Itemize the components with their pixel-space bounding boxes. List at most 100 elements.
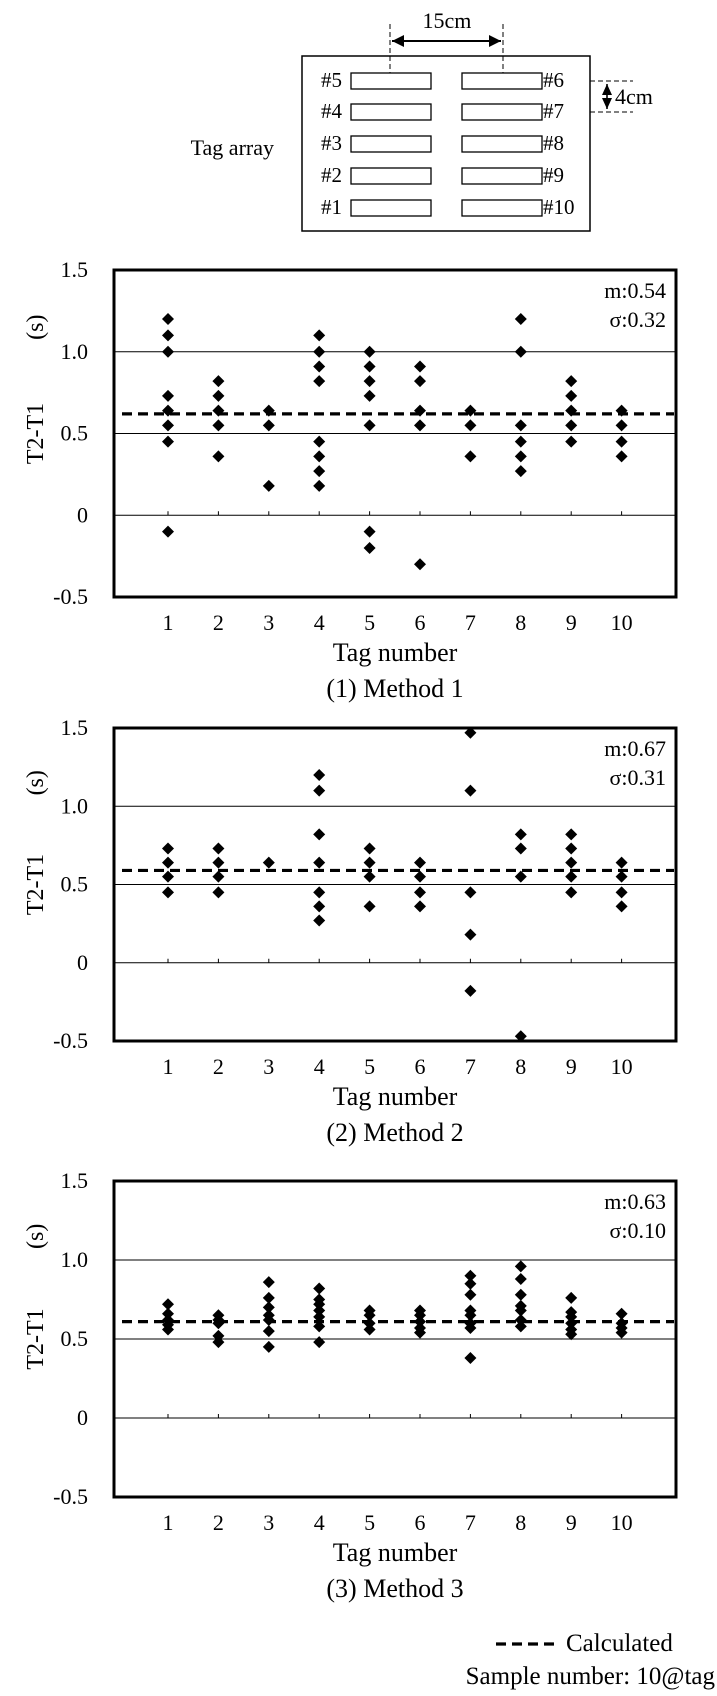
data-point — [313, 1320, 326, 1333]
y-tick-label: 1.5 — [61, 257, 89, 282]
x-tick-label: 1 — [163, 1054, 174, 1079]
legend-calculated-label: Calculated — [566, 1630, 673, 1657]
data-point — [514, 828, 527, 841]
tag-5 — [350, 72, 432, 90]
data-point — [464, 419, 477, 432]
data-point — [514, 435, 527, 448]
data-point — [565, 1328, 578, 1341]
y-tick-label: 0.5 — [61, 1326, 89, 1351]
stat-mean: m:0.63 — [604, 1189, 666, 1214]
data-point — [212, 419, 225, 432]
y-tick-label: 0 — [77, 502, 88, 527]
data-point — [313, 1298, 326, 1311]
tag-label-5: #5 — [321, 68, 342, 92]
x-tick-label: 7 — [465, 610, 476, 635]
chart-caption: (1) Method 1 — [326, 674, 463, 703]
data-point — [565, 856, 578, 869]
y-tick-label: -0.5 — [53, 1028, 88, 1053]
x-tick-label: 10 — [611, 1510, 633, 1535]
data-point — [615, 450, 628, 463]
x-tick-label: 3 — [263, 1054, 274, 1079]
y-tick-label: 1.0 — [61, 339, 89, 364]
x-tick-label: 2 — [213, 1510, 224, 1535]
stat-sigma: σ:0.31 — [610, 765, 666, 790]
data-point — [162, 345, 174, 358]
data-point — [212, 856, 225, 869]
x-tick-label: 2 — [213, 1054, 224, 1079]
tag-label-9: #9 — [543, 163, 564, 187]
tag-label-6: #6 — [543, 68, 564, 92]
x-tick-label: 5 — [364, 1510, 375, 1535]
data-point — [464, 1309, 477, 1322]
tag-label-4: #4 — [321, 99, 343, 123]
x-tick-label: 4 — [314, 1054, 325, 1079]
x-tick-label: 4 — [314, 610, 325, 635]
data-point — [565, 419, 578, 432]
data-point — [464, 1277, 477, 1290]
x-tick-label: 8 — [515, 610, 526, 635]
data-point — [565, 1291, 578, 1304]
data-point — [162, 1298, 174, 1311]
y-tick-label: 1.0 — [61, 1247, 89, 1272]
data-point — [212, 1329, 225, 1342]
data-point — [565, 1310, 578, 1323]
y-axis-label: T2-T1 — [23, 1308, 49, 1369]
data-point — [313, 329, 326, 342]
data-point — [514, 1304, 527, 1317]
data-point — [615, 1326, 628, 1339]
data-point — [313, 886, 326, 899]
data-point — [262, 856, 275, 869]
x-tick-label: 5 — [364, 610, 375, 635]
spacing-arrow-left — [392, 35, 404, 47]
x-tick-label: 10 — [611, 610, 633, 635]
data-point — [162, 389, 174, 402]
data-point — [313, 1336, 326, 1349]
x-tick-label: 3 — [263, 1510, 274, 1535]
tag-label-3: #3 — [321, 131, 342, 155]
data-point — [313, 360, 326, 373]
data-point — [212, 1336, 225, 1349]
spacing-label: 15cm — [423, 8, 472, 33]
data-point — [565, 842, 578, 855]
data-point — [464, 726, 477, 739]
tag-4 — [350, 103, 432, 121]
data-point — [363, 360, 376, 373]
data-point — [162, 313, 174, 326]
data-point — [414, 1326, 426, 1339]
plot-frame — [112, 268, 678, 599]
x-tick-label: 1 — [163, 1510, 174, 1535]
plot-frame — [112, 726, 678, 1043]
data-point — [313, 1304, 326, 1317]
x-axis-label: Tag number — [333, 638, 458, 667]
x-axis-label: Tag number — [333, 1538, 458, 1567]
data-point — [363, 842, 376, 855]
data-point — [615, 870, 628, 883]
data-point — [414, 558, 426, 571]
data-point — [313, 856, 326, 869]
data-point — [514, 842, 527, 855]
data-point — [162, 842, 174, 855]
y-tick-label: 1.5 — [61, 1168, 89, 1193]
tag-8 — [461, 135, 543, 153]
x-tick-label: 8 — [515, 1510, 526, 1535]
data-point — [212, 870, 225, 883]
data-point — [565, 828, 578, 841]
tag-label-10: #10 — [543, 195, 575, 219]
x-tick-label: 6 — [415, 610, 426, 635]
data-point — [565, 870, 578, 883]
data-point — [162, 856, 174, 869]
data-point — [162, 1307, 174, 1320]
data-point — [162, 886, 174, 899]
data-point — [212, 842, 225, 855]
data-point — [514, 419, 527, 432]
data-point — [313, 784, 326, 797]
y-axis-unit: (s) — [23, 770, 49, 795]
data-point — [363, 900, 376, 913]
data-point — [615, 900, 628, 913]
y-axis-unit: (s) — [23, 1224, 49, 1249]
data-point — [514, 1260, 527, 1273]
data-point — [313, 465, 326, 478]
tag-label-7: #7 — [543, 99, 564, 123]
x-tick-label: 2 — [213, 610, 224, 635]
x-tick-label: 9 — [566, 1054, 577, 1079]
